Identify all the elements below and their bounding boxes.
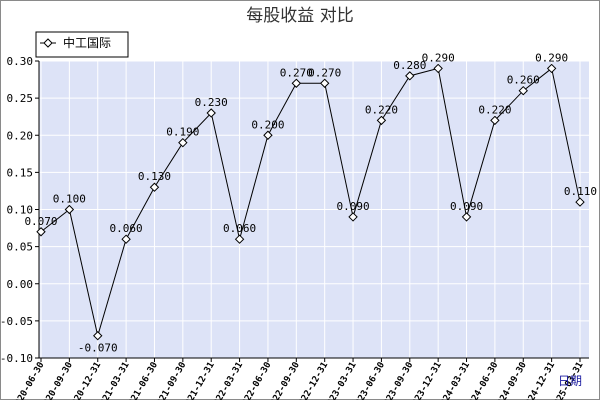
data-point-marker[interactable]	[149, 182, 160, 192]
y-tick-label: 0.05	[7, 241, 34, 254]
x-axis-ticks: 2020-06-302020-09-302020-12-312021-03-31…	[11, 358, 586, 400]
data-point-marker[interactable]	[461, 212, 472, 222]
data-point-marker[interactable]	[64, 204, 75, 215]
data-value-label: 0.230	[195, 96, 228, 109]
data-value-label: 0.220	[478, 103, 511, 116]
data-point-marker[interactable]	[490, 115, 500, 126]
data-point-marker[interactable]	[376, 115, 387, 126]
x-tick-label: 2020-06-30	[11, 361, 47, 400]
data-point-marker[interactable]	[518, 85, 528, 96]
data-point-marker[interactable]	[546, 63, 557, 74]
data-value-label: 0.200	[251, 118, 284, 131]
data-value-label: 0.260	[507, 74, 540, 87]
y-tick-label: 0.15	[7, 166, 34, 179]
data-value-label: 0.270	[280, 66, 313, 79]
legend[interactable]: 中工国际	[35, 31, 129, 58]
y-tick-label: 0.30	[7, 55, 34, 68]
chart-title: 每股收益 对比	[246, 6, 353, 26]
data-point-marker[interactable]	[348, 212, 358, 222]
data-value-label: 0.130	[138, 170, 171, 183]
data-point-marker[interactable]	[405, 71, 415, 81]
data-point-marker[interactable]	[36, 227, 46, 237]
data-point-marker[interactable]	[433, 63, 443, 74]
grid-lines	[39, 60, 589, 359]
data-labels: 0.070 0.100 -0.070 0.060 0.130 0.190 0.230 0.06…	[24, 51, 597, 354]
data-value-label: 0.060	[223, 222, 256, 235]
series-line	[40, 67, 581, 338]
data-value-label: 0.110	[564, 185, 597, 198]
y-tick-label: 0.25	[7, 92, 34, 105]
y-tick-label: -0.05	[0, 315, 33, 328]
y-tick-label: 0.20	[7, 129, 34, 142]
data-point-marker[interactable]	[121, 234, 131, 244]
data-point-marker[interactable]	[575, 197, 585, 207]
data-point-marker[interactable]	[206, 108, 216, 118]
series-line-group	[36, 63, 585, 341]
data-value-label: 0.070	[24, 215, 57, 228]
data-value-label: 0.290	[422, 51, 455, 64]
data-value-label: 0.060	[110, 222, 143, 235]
y-tick-label: 0.10	[7, 204, 34, 217]
data-point-marker[interactable]	[234, 234, 245, 244]
y-tick-label: 0.00	[7, 278, 34, 291]
data-value-label: 0.270	[308, 66, 341, 79]
data-point-marker[interactable]	[291, 78, 302, 88]
legend-diamond-icon	[43, 38, 53, 48]
x-axis-title: 日期	[558, 374, 582, 388]
data-point-marker[interactable]	[93, 331, 103, 341]
data-value-label: 0.290	[535, 51, 568, 64]
data-value-label: 0.100	[53, 193, 86, 206]
data-value-label: 0.090	[450, 200, 483, 213]
data-value-label: 0.090	[336, 200, 369, 213]
data-point-marker[interactable]	[178, 137, 188, 148]
data-value-label: 0.280	[393, 59, 426, 72]
y-axis-ticks: 0.30 0.25 0.20 0.15 0.10 0.05 0.00 -0.05 -0.10	[0, 55, 39, 365]
data-value-label: 0.220	[365, 103, 398, 116]
data-value-label: -0.070	[78, 342, 118, 355]
data-point-marker[interactable]	[319, 78, 330, 88]
data-point-marker[interactable]	[263, 130, 273, 140]
legend-box	[35, 31, 129, 58]
legend-label: 中工国际	[63, 35, 111, 50]
data-value-label: 0.190	[166, 126, 199, 139]
y-tick-label: -0.10	[0, 352, 33, 365]
